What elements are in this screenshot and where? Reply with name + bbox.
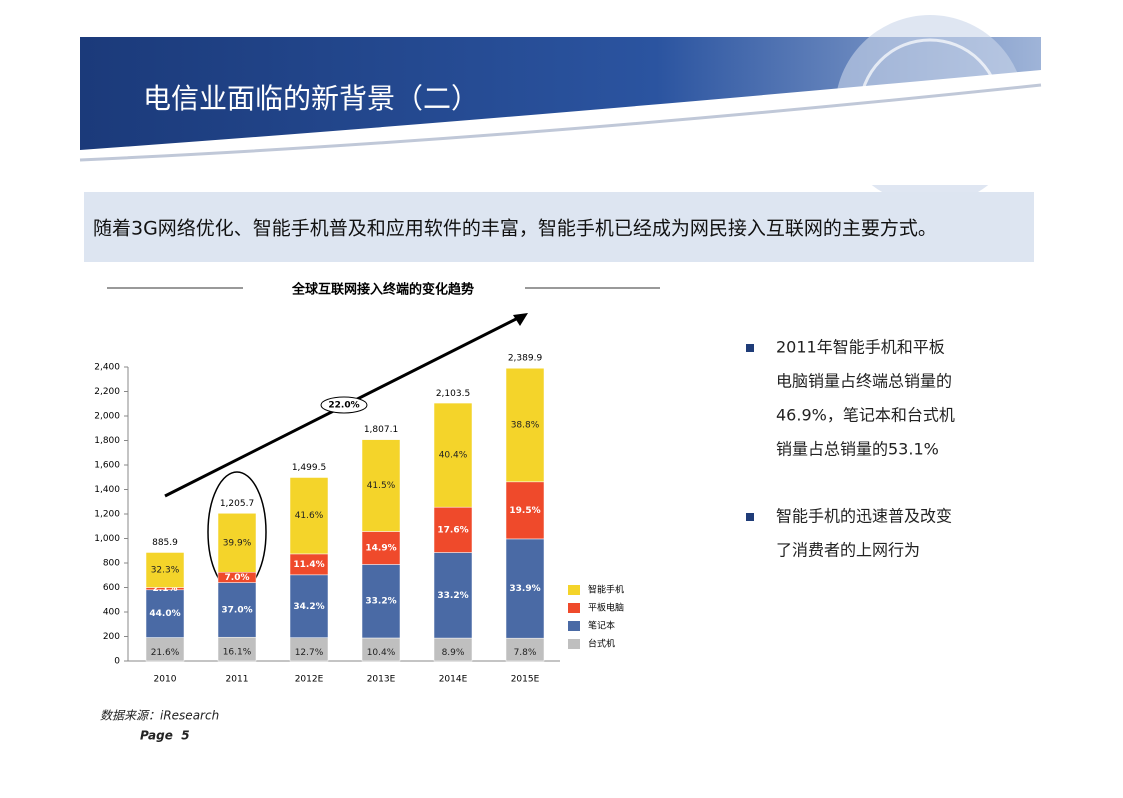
intro-text: 随着3G网络优化、智能手机普及和应用软件的丰富，智能手机已经成为网民接入互联网的…	[93, 218, 937, 240]
x-tick-label: 2013E	[367, 675, 396, 685]
x-tick-label: 2011	[226, 675, 249, 685]
bar-segment	[433, 552, 473, 639]
value-label: 41.6%	[295, 511, 324, 521]
slide-title: 电信业面临的新背景（二）	[143, 82, 479, 115]
value-label: 32.3%	[151, 566, 180, 576]
bar-segment	[361, 439, 401, 532]
value-label: 41.5%	[367, 481, 396, 491]
y-tick-label: 2,200	[94, 387, 120, 397]
legend-swatch	[568, 585, 580, 595]
bullet-text: 46.9%，笔记本和台式机	[776, 406, 955, 425]
legend-label: 笔记本	[588, 620, 615, 632]
y-tick-label: 1,400	[94, 485, 120, 495]
value-label: 7.8%	[514, 648, 537, 658]
value-label: 16.1%	[223, 648, 252, 658]
y-tick-label: 1,000	[94, 534, 120, 544]
bullet-text: 了消费者的上网行为	[776, 541, 920, 560]
legend-label: 台式机	[588, 638, 615, 650]
value-label: 17.6%	[437, 525, 468, 535]
y-tick-label: 800	[103, 559, 120, 569]
value-label: 39.9%	[223, 538, 252, 548]
total-label: 2,389.9	[508, 354, 543, 364]
total-label: 1,499.5	[292, 463, 326, 473]
value-label: 8.9%	[442, 648, 465, 658]
y-tick-label: 400	[103, 608, 120, 618]
bar-segment	[217, 513, 257, 573]
value-label: 11.4%	[293, 560, 324, 570]
y-tick-label: 2,400	[94, 363, 120, 373]
y-tick-label: 200	[103, 632, 120, 642]
bar-segment	[289, 574, 329, 638]
bullet-text: 电脑销量占终端总销量的	[776, 372, 952, 391]
bar-segment	[145, 589, 185, 638]
bar-segment	[289, 477, 329, 555]
legend-swatch	[568, 639, 580, 649]
bar-segment	[505, 367, 545, 483]
bullet-text: 2011年智能手机和平板	[776, 338, 945, 357]
bar-segment	[433, 402, 473, 508]
banner	[79, 15, 1042, 205]
annotation: 22.0%	[328, 401, 359, 411]
bullet-text: 销量占总销量的53.1%	[776, 440, 939, 459]
value-label: 7.0%	[225, 573, 250, 583]
value-label: 10.4%	[367, 648, 396, 658]
bar-segment	[433, 506, 473, 553]
total-label: 885.9	[152, 538, 178, 548]
value-label: 37.0%	[221, 605, 252, 615]
y-tick-label: 1,600	[94, 461, 120, 471]
total-label: 1,807.1	[364, 425, 398, 435]
bar-segment	[361, 564, 401, 639]
bar-segment	[217, 582, 257, 638]
y-tick-label: 600	[103, 583, 120, 593]
value-label: 34.2%	[293, 602, 324, 612]
intro-box	[84, 192, 1034, 262]
value-label: 2.1%	[153, 584, 178, 594]
bullet-marker	[746, 344, 754, 352]
y-tick-label: 1,200	[94, 510, 120, 520]
value-label: 38.8%	[511, 421, 540, 431]
value-label: 14.9%	[365, 543, 396, 553]
x-tick-label: 2012E	[295, 675, 324, 685]
legend-label: 智能手机	[588, 584, 624, 596]
y-tick-label: 2,000	[94, 412, 120, 422]
page-number: Page 5	[140, 729, 190, 743]
legend-swatch	[568, 603, 580, 613]
y-tick-label: 1,800	[94, 436, 120, 446]
y-tick-label: 0	[114, 657, 120, 667]
x-tick-label: 2015E	[511, 675, 540, 685]
value-label: 12.7%	[295, 648, 324, 658]
bar-segment	[145, 552, 185, 588]
annotation-ellipse	[320, 396, 368, 414]
bar-segment	[505, 538, 545, 639]
chart-title: 全球互联网接入终端的变化趋势	[291, 282, 474, 298]
value-label: 33.9%	[509, 584, 540, 594]
x-tick-label: 2014E	[439, 675, 468, 685]
x-tick-label: 2010	[154, 675, 177, 685]
value-label: 33.2%	[365, 597, 396, 607]
bullet-text: 智能手机的迅速普及改变	[776, 507, 952, 526]
arrow-head	[513, 313, 528, 326]
source: 数据来源：iResearch	[100, 709, 219, 723]
legend-swatch	[568, 621, 580, 631]
value-label: 19.5%	[509, 506, 540, 516]
value-label: 40.4%	[439, 451, 468, 461]
value-label: 21.6%	[151, 648, 180, 658]
value-label: 44.0%	[149, 609, 180, 619]
total-label: 2,103.5	[436, 389, 470, 399]
bullet-marker	[746, 513, 754, 521]
total-label: 1,205.7	[220, 499, 254, 509]
legend-label: 平板电脑	[588, 602, 624, 614]
value-label: 33.2%	[437, 591, 468, 601]
